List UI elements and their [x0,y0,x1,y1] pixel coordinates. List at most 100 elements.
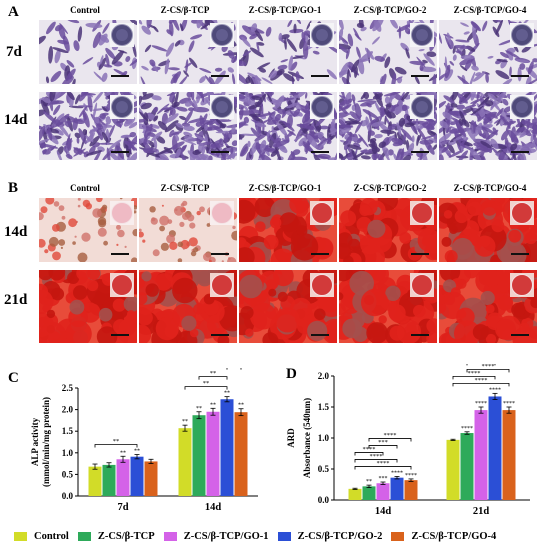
mineral-nodule [339,270,353,282]
stained-cell [66,118,82,124]
stained-cell [254,132,268,142]
mineral-nodule [270,248,296,262]
mineral-nodule [142,239,146,243]
stained-cell [358,51,374,63]
stained-cell [525,76,532,84]
stained-cell [346,131,355,137]
stained-cell [169,109,173,117]
panel-letter-a: A [8,4,19,20]
stained-cell [96,123,104,141]
stained-cell [49,92,56,102]
mineral-nodule [126,310,135,319]
stained-cell [499,119,504,127]
stained-cell [101,72,108,82]
stained-cell [170,141,185,150]
stained-cell [250,127,260,138]
stained-cell [200,24,209,30]
stained-cell [306,20,312,30]
legend-swatch [391,532,405,541]
legend: Control Z-CS/β-TCP Z-CS/β-TCP/GO-1 Z-CS/… [14,531,496,542]
inset-well-center [416,29,428,41]
stained-cell [422,59,428,64]
stained-cell [85,132,95,144]
mineral-nodule [399,232,412,244]
stained-cell [390,20,398,29]
mineral-nodule [98,307,113,322]
micrograph-tile [339,20,437,84]
mineral-nodule [69,299,85,315]
stained-cell [470,92,477,101]
stained-cell [56,150,63,160]
panel-a-row-label: 14d [4,112,28,128]
stained-cell [388,125,396,130]
mineral-nodule [48,270,66,281]
stained-cell [283,73,295,82]
mineral-nodule [368,270,377,275]
stained-cell [384,96,390,104]
stained-cell [391,137,404,145]
micrograph-tile [439,270,537,343]
significance-label: ** [210,402,216,408]
significance-label: ** [134,449,140,455]
mineral-nodule [221,260,224,262]
stained-cell [230,147,234,154]
stained-cell [371,121,385,127]
bar [390,477,404,500]
stained-cell [339,104,343,110]
mineral-nodule [187,214,195,222]
stained-cell [347,33,354,47]
stained-cell [255,142,262,154]
stained-cell [459,110,467,125]
inset-well-center [516,29,528,41]
stained-cell [247,140,251,148]
mineral-nodule [72,241,76,245]
stained-cell [387,103,400,114]
stained-cell [397,76,403,84]
stained-cell [151,95,162,101]
stained-cell [345,47,350,60]
significance-label: **** [461,426,473,432]
y-tick-label: 0.5 [62,469,74,479]
mineral-nodule [388,302,397,311]
stained-cell [280,34,290,40]
mineral-nodule [485,304,495,314]
stained-cell [284,37,287,50]
stained-cell [141,93,154,100]
stained-cell [404,27,411,35]
stained-cell [256,42,260,52]
micrograph-tile [239,198,337,262]
stained-cell [356,46,361,59]
mineral-nodule [443,210,453,219]
bar [192,415,206,496]
stained-cell [140,76,147,84]
stained-cell [377,153,384,160]
stained-cell [265,26,272,37]
stained-cell [85,150,103,156]
mineral-nodule [290,233,319,261]
stained-cell [249,104,258,110]
stained-cell [471,65,479,71]
mineral-nodule [497,280,510,293]
stained-cell [445,115,451,134]
stained-cell [243,105,249,112]
stained-cell [41,143,59,149]
stained-cell [231,124,236,134]
stained-cell [73,119,85,125]
mineral-nodule [396,319,422,343]
stained-cell [239,72,248,84]
mineral-nodule [491,219,505,233]
stained-cell [208,76,215,84]
mineral-nodule [361,288,389,317]
stained-cell [374,133,383,139]
stained-cell [374,55,386,62]
mineral-nodule [189,222,196,229]
y-tick-label: 1.5 [318,402,330,412]
stained-cell [426,124,431,131]
y-tick-label: 0.5 [318,464,330,474]
mineral-nodule [177,241,184,248]
stained-cell [105,47,116,60]
stained-cell [470,105,484,116]
stained-cell [372,36,380,45]
significance-label: ** [238,403,244,409]
stained-cell [184,100,193,107]
